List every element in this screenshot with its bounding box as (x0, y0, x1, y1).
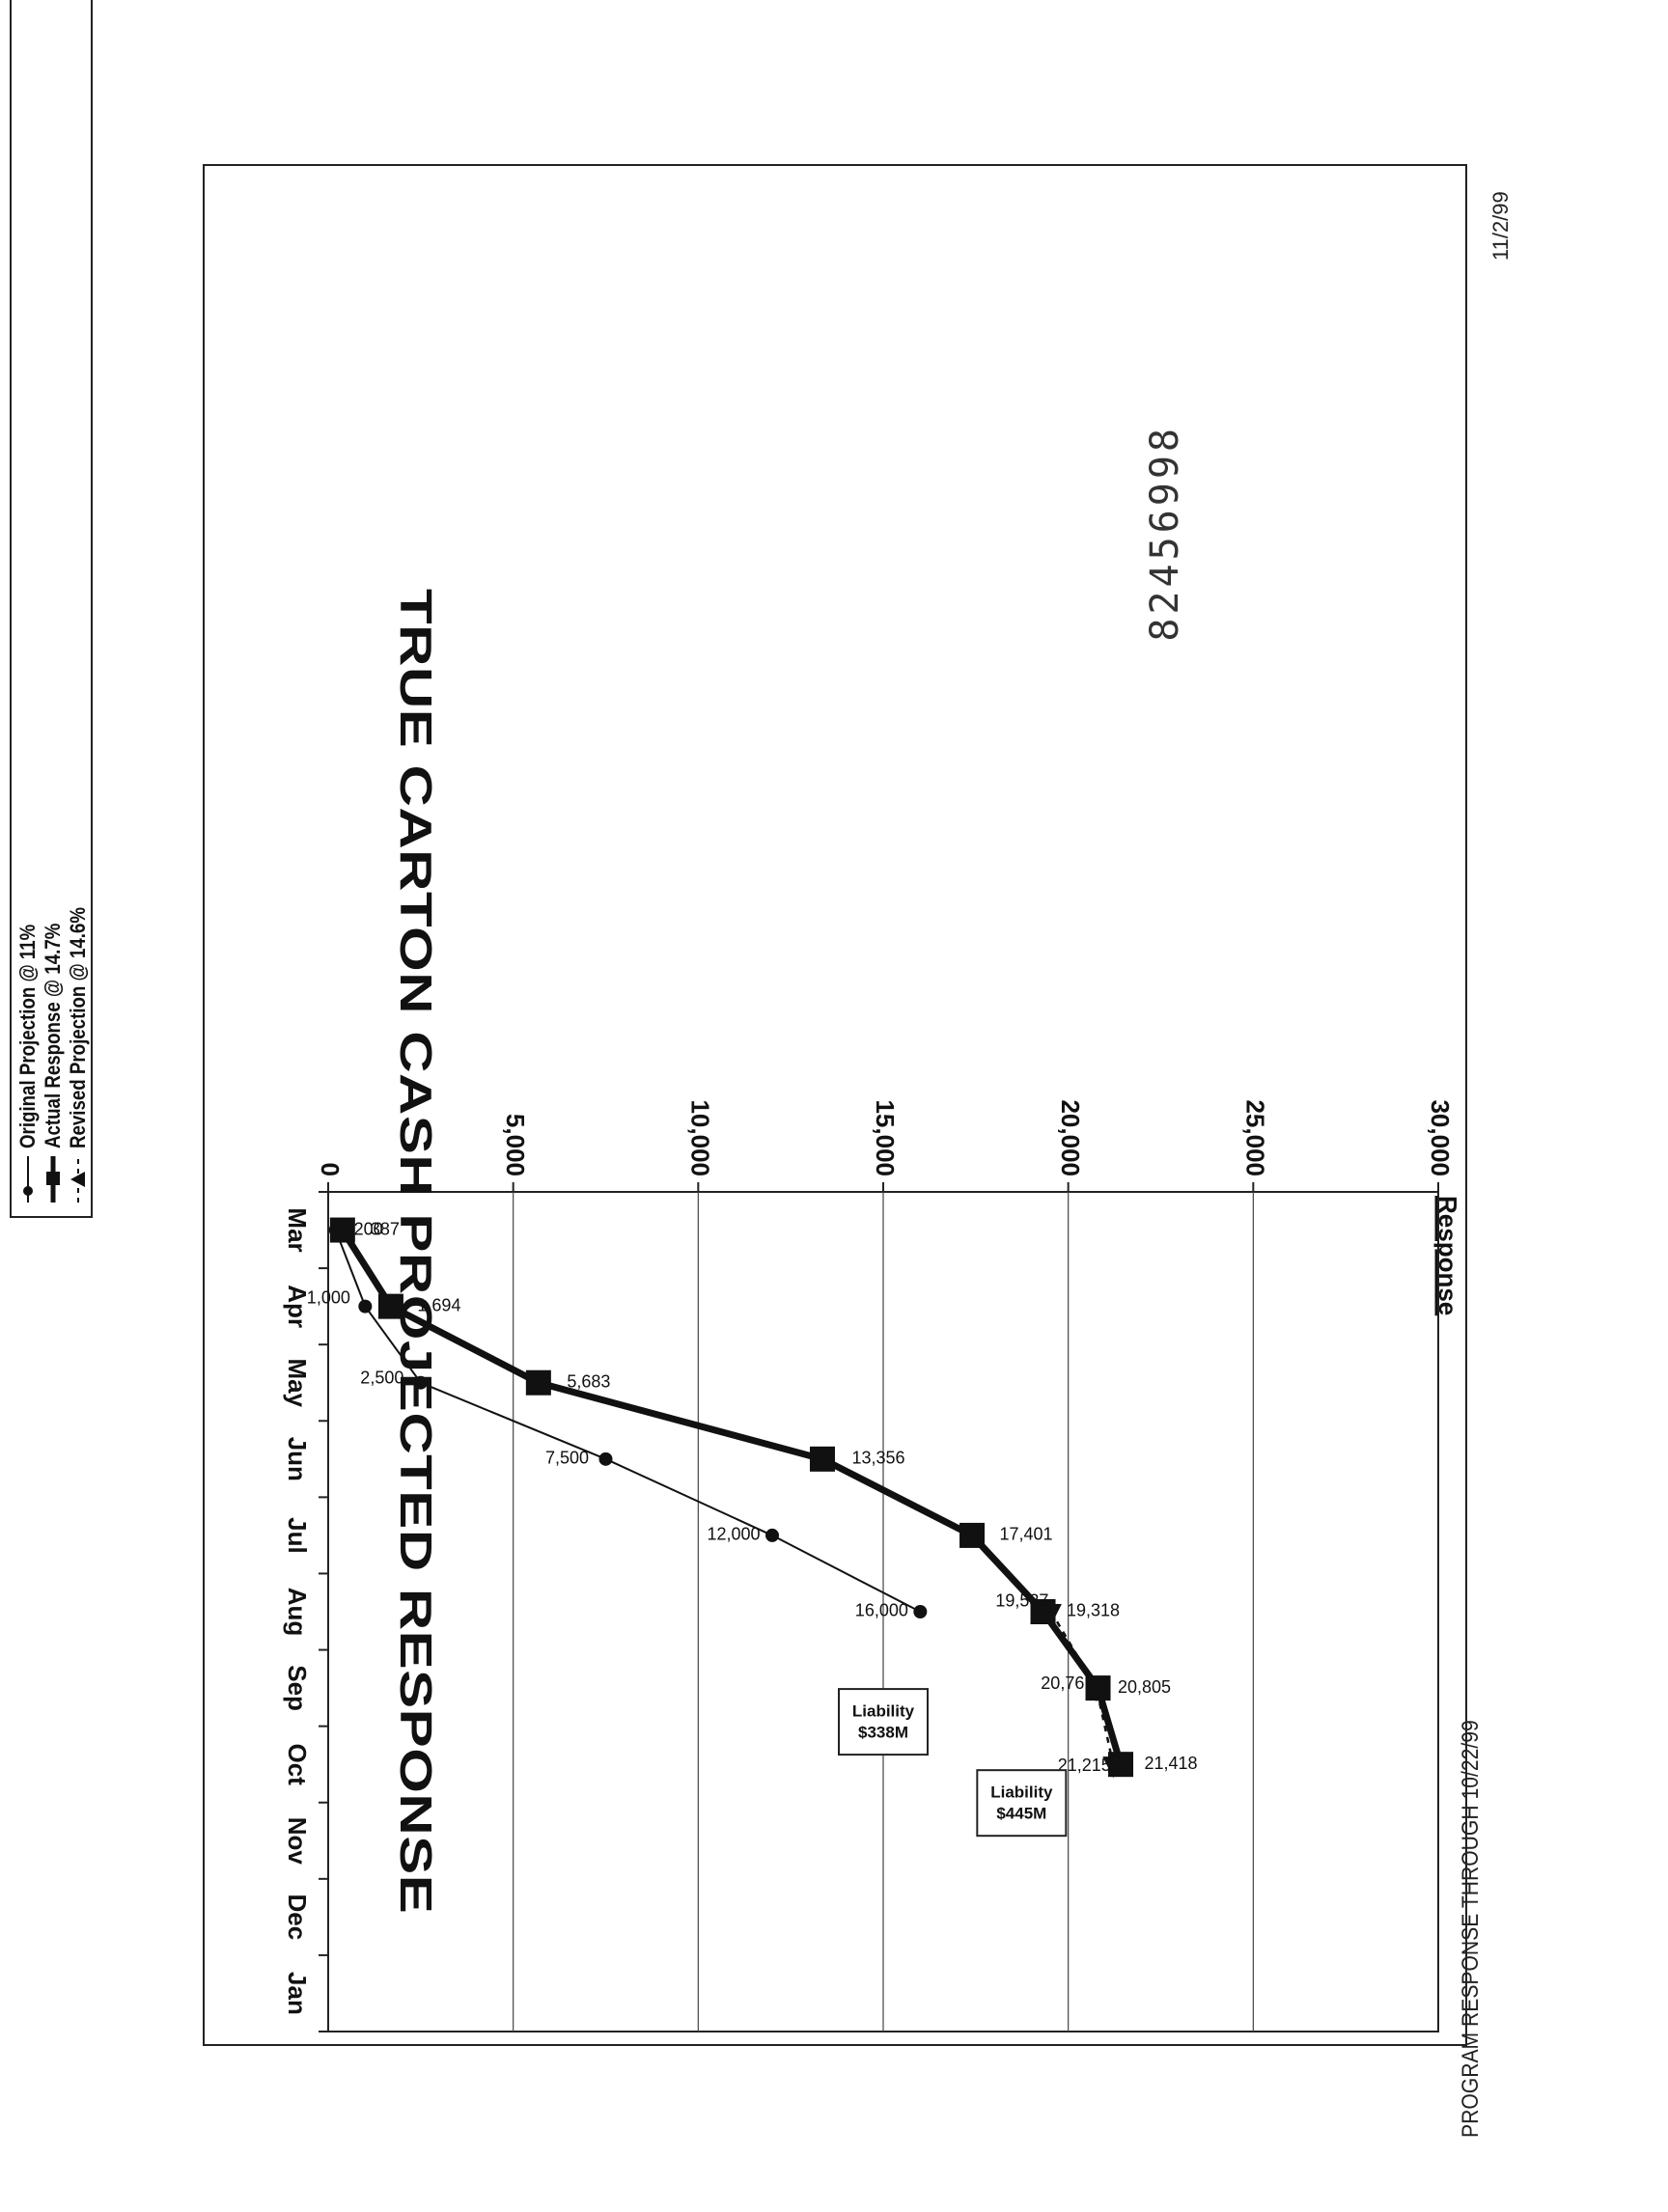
x-tick-label: May (283, 1358, 312, 1407)
data-label-original: 7,500 (545, 1449, 589, 1468)
liability-text: Liability (852, 1702, 915, 1721)
data-point-actual (959, 1522, 986, 1548)
x-tick-label: Mar (283, 1207, 312, 1252)
chart-landscape-frame: 0 5,000 10,000 15,000 20,000 25,000 30,000 Resp… (203, 164, 1467, 2046)
y-tick-label: 25,000 (1240, 1099, 1269, 1176)
footer-program-response: PROGRAM RESPONSE THROUGH 10/22/99 (1458, 1720, 1484, 2138)
legend-label-actual: Actual Response @ 14.7% (41, 923, 65, 1148)
data-label-actual: 1,694 (417, 1295, 460, 1314)
data-label-actual: 21,418 (1144, 1754, 1197, 1773)
data-point-revised (1102, 1756, 1125, 1779)
x-tick-label: Jul (283, 1517, 312, 1554)
chart-legend: Original Projection @ 11% Actual Respons… (10, 0, 93, 1218)
legend-swatch-revised (70, 1156, 85, 1203)
x-tick-label: Nov (283, 1817, 312, 1866)
liability-text: $445M (996, 1805, 1046, 1823)
data-label-original: 2,500 (360, 1368, 403, 1387)
x-tick-label: Jan (283, 1972, 312, 2015)
x-tick-label: Sep (283, 1665, 312, 1711)
liability-box (976, 1769, 1068, 1838)
data-point-original (913, 1605, 928, 1618)
x-tick-label: Oct (283, 1744, 312, 1786)
chart-plot: 0 5,000 10,000 15,000 20,000 25,000 30,000 Resp… (283, 1099, 1462, 2032)
data-label-original: 16,000 (855, 1601, 908, 1620)
liability-box (838, 1688, 929, 1756)
legend-item-revised: Revised Projection @ 14.6% (66, 865, 91, 1204)
y-tick-label: 5,000 (501, 1114, 530, 1176)
y-tick-label: 10,000 (685, 1099, 714, 1176)
data-label-original: 12,000 (707, 1525, 760, 1544)
data-label-revised: 20,761 (1041, 1673, 1094, 1693)
data-label-revised: 21,215 (1058, 1756, 1111, 1775)
x-tick-label: Apr (283, 1285, 312, 1328)
data-label-original: 1,000 (307, 1287, 350, 1307)
legend-label-original: Original Projection @ 11% (15, 924, 40, 1148)
data-point-actual (525, 1369, 551, 1396)
legend-swatch-original (23, 1156, 33, 1203)
y-tick-label: 0 (316, 1163, 345, 1176)
data-point-actual (329, 1217, 355, 1243)
data-point-original (358, 1299, 373, 1313)
data-label-actual: 387 (371, 1219, 400, 1238)
footer-date: 11/2/99 (1488, 191, 1513, 261)
data-point-original (413, 1375, 428, 1390)
data-point-original (598, 1452, 613, 1466)
data-point-actual (809, 1446, 835, 1472)
data-point-revised (1085, 1680, 1107, 1702)
legend-swatch-actual (46, 1156, 60, 1203)
data-point-actual (377, 1293, 403, 1319)
data-label-actual: 20,805 (1118, 1677, 1171, 1697)
data-label-actual: 17,401 (1000, 1525, 1053, 1544)
data-label-revised: 19,537 (995, 1591, 1048, 1611)
y-tick-label: 20,000 (1056, 1099, 1085, 1176)
data-label-actual: 13,356 (851, 1449, 904, 1468)
y-axis-label: Response (1433, 1196, 1462, 1315)
x-tick-label: Jun (283, 1437, 312, 1481)
y-tick-label: 15,000 (871, 1099, 900, 1176)
liability-text: $338M (858, 1724, 908, 1742)
data-label-actual: 5,683 (567, 1371, 610, 1391)
y-tick-label: 30,000 (1426, 1099, 1455, 1176)
series-line-revised (1049, 1611, 1115, 1765)
data-label-actual: 19,318 (1067, 1601, 1120, 1620)
liability-text: Liability (990, 1783, 1053, 1802)
legend-label-revised: Revised Projection @ 14.6% (66, 906, 90, 1148)
data-point-original (765, 1528, 779, 1542)
x-tick-label: Aug (283, 1588, 312, 1637)
legend-item-original: Original Projection @ 11% (15, 885, 41, 1204)
series-line-original (334, 1230, 921, 1613)
x-tick-label: Dec (283, 1894, 312, 1941)
data-label-original: 200 (354, 1219, 383, 1238)
document-number: 82456998 (1143, 425, 1187, 642)
legend-item-actual: Actual Response @ 14.7% (41, 883, 66, 1204)
chart-title: TRUE CARTON CASH PROJECTED RESPONSE (390, 589, 442, 1915)
data-point-revised (1040, 1604, 1062, 1625)
